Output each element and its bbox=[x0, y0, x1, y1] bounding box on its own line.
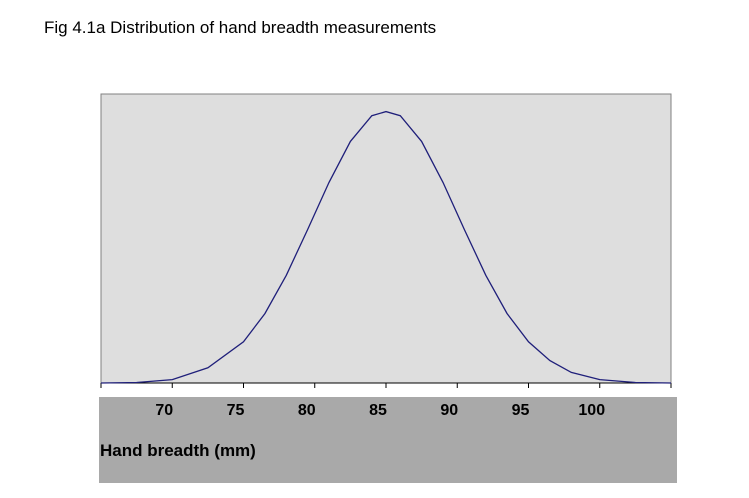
x-tick-label: 70 bbox=[155, 402, 173, 419]
x-tick-label: 95 bbox=[512, 402, 530, 419]
x-tick-label: 80 bbox=[298, 402, 316, 419]
figure-title: Fig 4.1a Distribution of hand breadth me… bbox=[44, 18, 437, 37]
x-tick-label: 100 bbox=[578, 402, 605, 419]
x-tick-label: 90 bbox=[440, 402, 458, 419]
plot-area bbox=[100, 93, 672, 384]
x-axis-title: Hand breadth (mm) bbox=[100, 441, 256, 460]
x-axis-label-band bbox=[99, 397, 677, 483]
x-tick-label: 85 bbox=[369, 402, 387, 419]
x-tick-label: 75 bbox=[227, 402, 245, 419]
distribution-curve bbox=[100, 110, 672, 384]
